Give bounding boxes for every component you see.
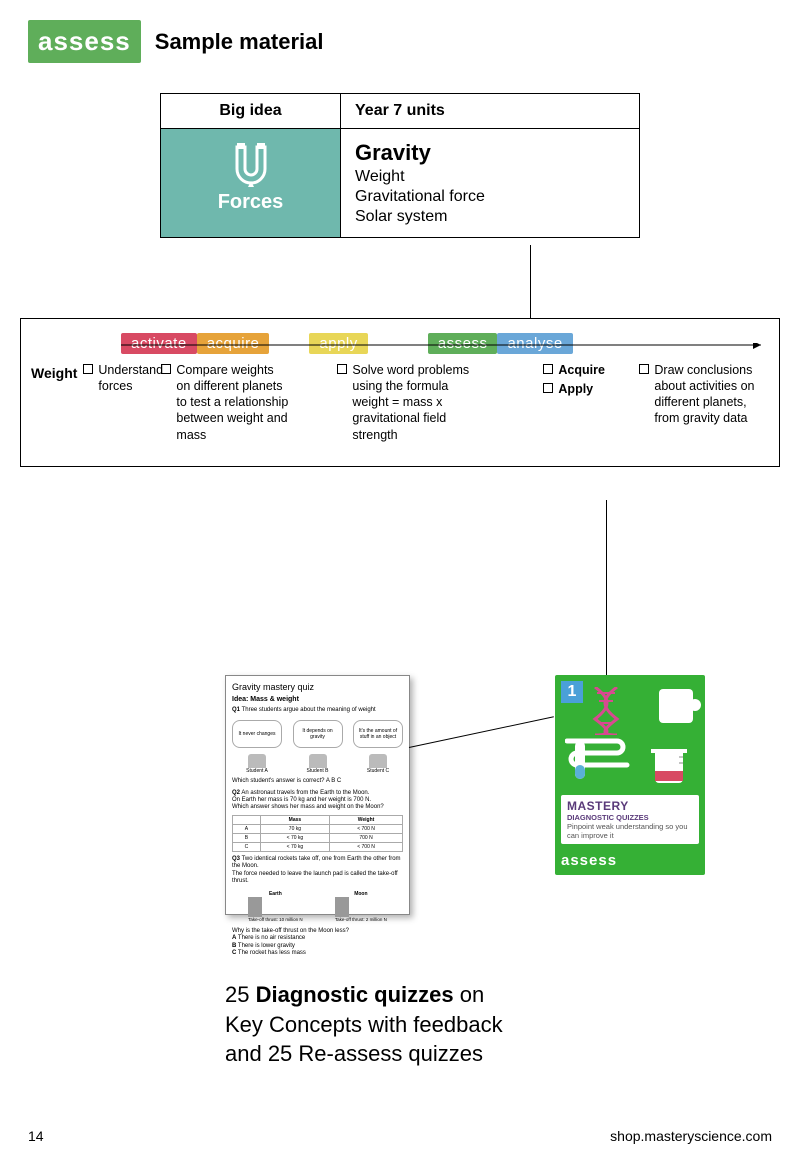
quiz-q1: Q1 Three students argue about the meanin… <box>232 707 403 714</box>
book-subtitle: DIAGNOSTIC QUIZZES <box>567 813 693 822</box>
stage-badges-row: activateacquire apply assessanalyse <box>121 333 769 354</box>
stage-column-activate: Understand forces <box>77 362 159 446</box>
checklist-text: Solve word problems using the formula we… <box>352 362 475 443</box>
checklist-item: Apply <box>543 381 631 397</box>
quiz-q3c: Why is the take-off thrust on the Moon l… <box>232 928 403 935</box>
checkbox-icon <box>83 364 93 374</box>
forces-cell: Forces <box>161 129 341 237</box>
quiz-area: Gravity mastery quiz Idea: Mass & weight… <box>225 675 775 935</box>
book-cover: 1 MASTER <box>555 675 705 875</box>
unit-table: Big idea Year 7 units Forces Gravity Wei… <box>160 93 640 238</box>
student-icon <box>248 754 266 768</box>
stage-column-analyse: Draw conclusions about activities on dif… <box>633 362 773 446</box>
gravity-item: Gravitational force <box>355 187 625 207</box>
student-icon <box>309 754 327 768</box>
test-tube-icon <box>571 741 589 785</box>
checklist-item: Acquire <box>543 362 631 378</box>
quiz-q3: Q3 Two identical rockets take off, one f… <box>232 856 403 885</box>
page-footer: 14 shop.masteryscience.com <box>0 1128 800 1144</box>
checklist-item: Solve word problems using the formula we… <box>337 362 475 443</box>
quiz-option: B There is lower gravity <box>232 943 403 950</box>
checkbox-icon <box>543 364 553 374</box>
checkbox-icon <box>639 364 649 374</box>
stage-column-acquire: Compare weights on different planets to … <box>155 362 295 446</box>
forces-label: Forces <box>171 191 330 214</box>
speech-bubble: It's the amount of stuff in an object <box>353 720 403 748</box>
book-text-panel: MASTERY DIAGNOSTIC QUIZZES Pinpoint weak… <box>561 795 699 844</box>
unit-table-header-bigidea: Big idea <box>161 94 341 128</box>
puzzle-icon <box>659 689 693 723</box>
quiz-idea: Idea: Mass & weight <box>232 696 403 704</box>
checklist-text: Apply <box>558 381 593 397</box>
unit-table-header-units: Year 7 units <box>341 94 639 128</box>
quiz-q2: Q2 An astronaut travels from the Earth t… <box>232 790 403 812</box>
page-number: 14 <box>28 1128 44 1144</box>
gravity-cell: Gravity Weight Gravitational force Solar… <box>341 129 639 237</box>
checklist-text: Understand forces <box>98 362 163 395</box>
checklist-item: Draw conclusions about activities on dif… <box>639 362 767 427</box>
quiz-table: MassWeight A70 kg< 700 N B< 70 kg700 N C… <box>232 815 403 852</box>
speech-bubble: It depends on gravity <box>293 720 343 748</box>
rocket-icon <box>248 897 262 917</box>
flow-row-label: Weight <box>31 362 77 446</box>
checklist-text: Acquire <box>558 362 605 378</box>
magnet-icon <box>225 137 277 189</box>
checklist-item: Compare weights on different planets to … <box>161 362 289 443</box>
gravity-item: Solar system <box>355 207 625 227</box>
checklist-text: Draw conclusions about activities on dif… <box>654 362 767 427</box>
stage-badge-acquire: acquire <box>197 333 270 354</box>
stage-badge-activate: activate <box>121 333 197 354</box>
rocket-icon <box>335 897 349 917</box>
book-title: MASTERY <box>567 799 693 813</box>
student-icon <box>369 754 387 768</box>
stage-badge-analyse: analyse <box>497 333 572 354</box>
stage-badge-apply: apply <box>309 333 367 354</box>
connector-line <box>606 500 607 695</box>
gravity-title: Gravity <box>355 139 625 167</box>
stage-column-apply: Solve word problems using the formula we… <box>331 362 481 446</box>
book-tagline: Pinpoint weak understanding so you can i… <box>567 822 693 840</box>
book-footer: assess <box>561 852 699 869</box>
checklist-text: Compare weights on different planets to … <box>176 362 289 443</box>
footer-url: shop.masteryscience.com <box>610 1128 772 1144</box>
quiz-sheet-thumbnail: Gravity mastery quiz Idea: Mass & weight… <box>225 675 410 915</box>
stage-column-assess: Acquire Apply <box>537 362 637 446</box>
speech-bubble: It never changes <box>232 720 282 748</box>
quiz-option: A There is no air resistance <box>232 935 403 942</box>
quiz-q1b: Which student's answer is correct? A B C <box>232 778 403 785</box>
page-header: assess Sample material <box>0 0 800 63</box>
stage-badge-assess: assess <box>428 333 498 354</box>
page-title: Sample material <box>155 29 324 55</box>
checkbox-icon <box>161 364 171 374</box>
assess-badge: assess <box>28 20 141 63</box>
beaker-icon <box>647 745 691 785</box>
quiz-option: C The rocket has less mass <box>232 950 403 957</box>
flow-box: activateacquire apply assessanalyse Weight… <box>20 318 780 467</box>
checklist-item: Understand forces <box>83 362 153 395</box>
connector-line <box>409 716 554 748</box>
description-text: 25 Diagnostic quizzes on Key Concepts wi… <box>225 980 525 1069</box>
quiz-title: Gravity mastery quiz <box>232 682 403 693</box>
checkbox-icon <box>543 383 553 393</box>
checkbox-icon <box>337 364 347 374</box>
gravity-item: Weight <box>355 167 625 187</box>
dna-icon <box>591 687 621 735</box>
